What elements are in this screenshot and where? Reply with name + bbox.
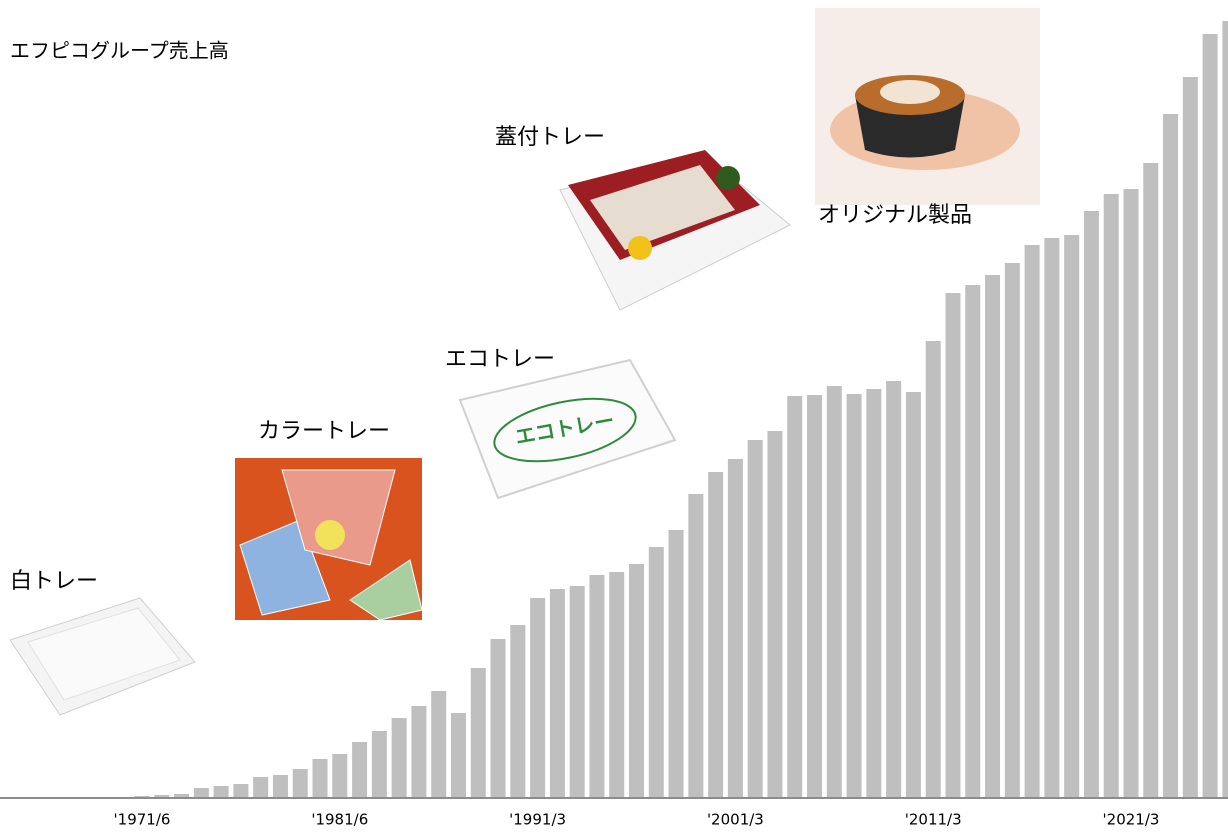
x-tick-label: '1971/6: [114, 811, 171, 829]
bar: [629, 564, 644, 797]
bowl-image: [815, 8, 1040, 205]
bar: [312, 759, 328, 797]
bar: [1103, 194, 1119, 797]
bar: [905, 392, 921, 797]
bar: [826, 386, 842, 797]
bar: [510, 625, 526, 797]
annotation: オリジナル製品: [818, 203, 972, 228]
bar: [1143, 163, 1159, 797]
annotation: 白トレー: [10, 569, 98, 594]
bar: [253, 777, 269, 797]
bar: [965, 285, 981, 797]
bar: [1222, 21, 1228, 797]
bar: [134, 796, 150, 797]
bar: [688, 494, 704, 797]
bar: [530, 598, 546, 797]
x-tick-label: '2021/3: [1103, 811, 1160, 829]
bar: [1163, 114, 1179, 797]
annotation: 蓋付トレー: [495, 125, 605, 150]
bar: [490, 639, 506, 797]
bar: [866, 389, 882, 797]
bar: [589, 575, 605, 797]
chart-title: エフピコグループ売上高: [10, 39, 229, 63]
bar: [292, 769, 308, 797]
bar: [332, 754, 348, 797]
bar: [807, 395, 823, 797]
annotation: カラートレー: [258, 419, 390, 444]
bars: [134, 21, 1228, 797]
bar: [787, 396, 803, 797]
bar: [945, 293, 961, 797]
bar: [371, 731, 387, 797]
bar: [233, 784, 249, 797]
bar: [569, 586, 585, 797]
bar: [1064, 235, 1080, 797]
bar: [450, 713, 466, 797]
bar: [708, 472, 724, 797]
annotation: エコトレー: [445, 347, 555, 372]
bar: [431, 691, 447, 797]
bar: [925, 341, 941, 797]
bar: [174, 794, 190, 797]
bar: [272, 775, 288, 797]
x-tick-label: '2011/3: [905, 811, 962, 829]
bar: [985, 275, 1001, 797]
bar: [846, 394, 862, 797]
bar: [727, 459, 743, 797]
bar: [1004, 263, 1020, 797]
white-tray-image: [9, 597, 196, 716]
x-tick-label: '2001/3: [707, 811, 764, 829]
bar: [747, 440, 763, 797]
bar: [609, 572, 625, 797]
bar: [154, 795, 170, 797]
bar: [1182, 77, 1198, 797]
x-tick-label: '1981/6: [311, 811, 368, 829]
bar: [648, 547, 664, 797]
lidded-tray-image: [559, 150, 791, 311]
bar: [886, 381, 902, 797]
bar: [193, 788, 209, 797]
bar: [1123, 189, 1139, 797]
bar: [411, 706, 427, 797]
bar: [1083, 211, 1099, 797]
bar: [767, 431, 783, 797]
bar: [668, 530, 684, 797]
bar: [1024, 245, 1040, 797]
bar: [391, 718, 407, 797]
bar: [549, 589, 565, 797]
color-tray-image: [235, 458, 423, 621]
bar: [470, 668, 486, 797]
x-tick-label: '1991/3: [509, 811, 566, 829]
bar: [352, 742, 368, 797]
bar: [1202, 34, 1218, 797]
eco-tray-image: エコトレー: [458, 358, 677, 500]
bar: [1044, 238, 1060, 797]
bar: [213, 786, 229, 797]
